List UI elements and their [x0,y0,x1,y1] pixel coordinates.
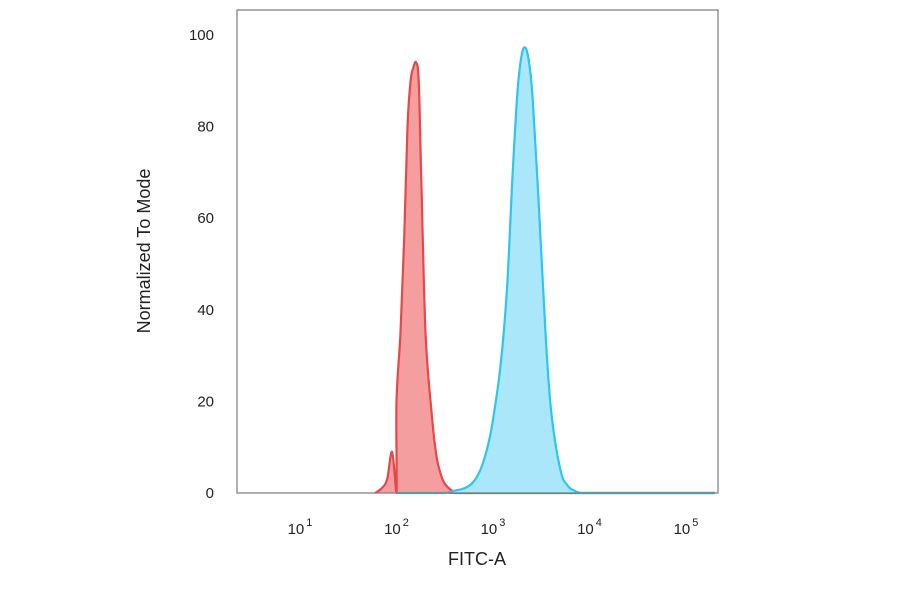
x-tick-exponent: 5 [692,517,698,529]
y-tick-label-60: 60 [197,210,214,227]
x-tick-base: 10 [674,521,691,538]
y-tick-label-0: 0 [206,485,214,502]
y-tick-label-80: 80 [197,119,214,136]
y-tick-label-100: 100 [189,27,214,44]
x-tick-label-1e2: 10 2 [384,517,409,538]
series-layer [374,46,715,495]
x-tick-base: 10 [288,521,305,538]
x-axis-ticks: 10 1 10 2 10 3 10 4 10 5 [288,517,699,538]
x-axis-title: FITC-A [448,549,506,569]
plot-frame [236,9,719,494]
y-axis-title: Normalized To Mode [134,169,154,334]
y-tick-label-40: 40 [197,302,214,319]
series-2-area [396,47,715,493]
x-tick-label-1e3: 10 3 [481,517,506,538]
y-axis-ticks: 0 20 40 60 80 100 [189,27,214,502]
series-2-line [396,46,715,495]
x-tick-base: 10 [481,521,498,538]
x-tick-exponent: 2 [403,517,409,529]
x-tick-label-1e5: 10 5 [674,517,699,538]
x-tick-exponent: 3 [499,517,505,529]
x-tick-exponent: 1 [306,517,312,529]
x-tick-label-1e1: 10 1 [288,517,313,538]
x-tick-base: 10 [384,521,401,538]
x-tick-base: 10 [577,521,594,538]
x-tick-exponent: 4 [596,517,602,529]
y-tick-label-20: 20 [197,393,214,410]
x-tick-label-1e4: 10 4 [577,517,602,538]
